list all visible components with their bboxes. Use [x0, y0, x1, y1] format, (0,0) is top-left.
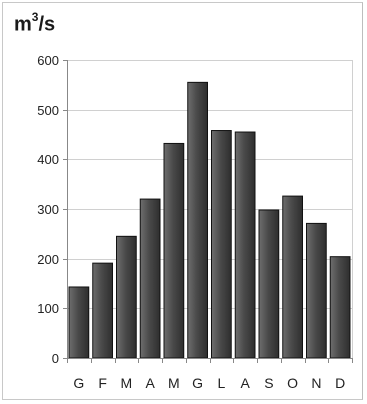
y-axis-unit-label: m3/s — [14, 10, 56, 37]
x-tick-label-10: N — [311, 375, 321, 391]
x-tick-label-5: G — [192, 375, 203, 391]
bars — [68, 81, 351, 359]
bar-8-S — [258, 209, 280, 359]
x-tick-label-11: D — [335, 375, 345, 391]
unit-base: m — [14, 13, 32, 36]
bar-6-L — [211, 130, 232, 359]
x-tick-label-7: A — [240, 375, 250, 391]
unit-suffix: /s — [38, 13, 56, 36]
x-tick-label-9: O — [287, 375, 298, 391]
bar-4-M — [163, 142, 185, 359]
axes — [63, 60, 353, 363]
x-tick-label-6: L — [217, 375, 225, 391]
y-tick-labels: 0 100 200 300 400 500 600 — [37, 53, 59, 366]
bar-11-D — [329, 256, 351, 359]
bar-5-G — [187, 81, 208, 359]
unit-exponent: 3 — [31, 10, 39, 24]
y-tick-label-200: 200 — [37, 252, 59, 267]
bar-3-A — [139, 198, 161, 359]
x-tick-label-2: M — [121, 375, 133, 391]
x-tick-label-0: G — [73, 375, 84, 391]
bar-10-N — [306, 222, 327, 359]
bar-1-F — [92, 262, 113, 359]
y-tick-label-600: 600 — [37, 53, 59, 68]
bar-0-G — [68, 286, 90, 359]
gridlines — [67, 60, 353, 358]
x-tick-label-8: S — [264, 375, 273, 391]
y-tick-label-500: 500 — [37, 103, 59, 118]
bar-2-M — [116, 235, 137, 359]
x-tick-label-1: F — [98, 375, 107, 391]
y-tick-label-100: 100 — [37, 301, 59, 316]
y-tick-label-300: 300 — [37, 202, 59, 217]
y-tick-label-0: 0 — [52, 351, 59, 366]
x-tick-label-3: A — [145, 375, 155, 391]
bar-9-O — [282, 195, 303, 359]
bar-7-A — [234, 131, 256, 359]
y-tick-label-400: 400 — [37, 152, 59, 167]
x-tick-label-4: M — [168, 375, 180, 391]
